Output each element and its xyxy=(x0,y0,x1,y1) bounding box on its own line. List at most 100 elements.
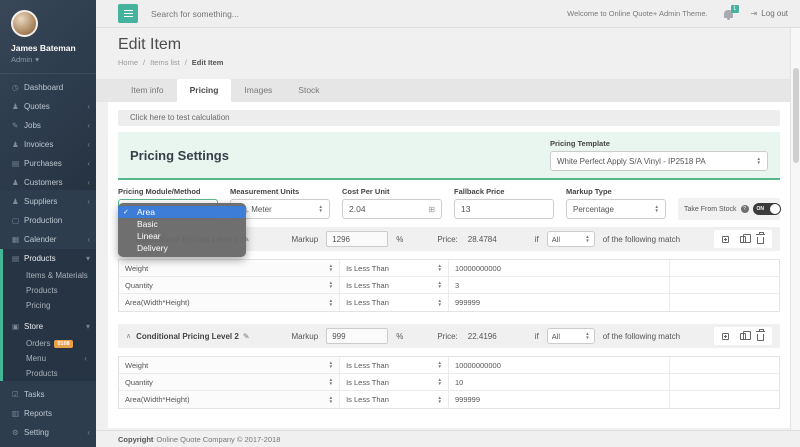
condition-value-input[interactable] xyxy=(454,298,664,307)
sidebar-item-reports[interactable]: ▥ Reports xyxy=(0,404,96,423)
dropdown-option-basic[interactable]: Basic xyxy=(118,218,246,230)
condition-field-value: Area(Width*Height) xyxy=(125,298,190,307)
sidebar-item-label: Purchases xyxy=(24,159,62,168)
if-label: if xyxy=(534,234,539,244)
dropdown-option-linear[interactable]: Linear xyxy=(118,230,246,242)
select-arrows-icon xyxy=(438,281,442,289)
cost-label: Cost Per Unit xyxy=(342,187,390,196)
duplicate-level-icon[interactable] xyxy=(740,233,751,243)
sidebar-subitem-menu[interactable]: Menu ‹ xyxy=(3,351,96,366)
menu-toggle-button[interactable] xyxy=(118,4,138,23)
sidebar-item-jobs[interactable]: ✎ Jobs ‹ xyxy=(0,116,96,135)
collapse-icon[interactable]: ∧ xyxy=(126,333,132,340)
tab-item-info[interactable]: Item info xyxy=(131,85,164,95)
tab-images[interactable]: Images xyxy=(244,85,273,95)
condition-empty-cell xyxy=(670,260,779,276)
pen-icon: ✎ xyxy=(12,121,19,130)
condition-operator-select[interactable]: Is Less Than xyxy=(340,294,449,311)
tab-pricing[interactable]: Pricing xyxy=(176,79,232,102)
dropdown-option-area[interactable]: ✓ Area xyxy=(118,206,246,218)
search-input[interactable] xyxy=(151,8,568,19)
edit-icon[interactable]: ✎ xyxy=(242,234,250,244)
sidebar-active-group: ▤ Products ▾ Items & Materials Products … xyxy=(0,249,96,381)
condition-value-input[interactable] xyxy=(454,263,664,273)
condition-operator-select[interactable]: Is Less Than xyxy=(340,357,449,373)
markup-type-select[interactable]: Percentage xyxy=(566,199,666,219)
units-value: Sq. Meter xyxy=(237,204,272,214)
condition-field-select[interactable]: Area(Width*Height) xyxy=(119,391,341,408)
avatar[interactable] xyxy=(11,10,38,37)
match-mode-select[interactable]: All xyxy=(546,231,595,247)
sidebar-item-tasks[interactable]: ☑ Tasks xyxy=(0,385,96,404)
condition-value-input[interactable] xyxy=(454,360,664,370)
sidebar-item-quotes[interactable]: ♟ Quotes ‹ xyxy=(0,97,96,116)
sidebar-subitem-orders[interactable]: Orders 0108 xyxy=(3,336,96,351)
pricing-template-select[interactable]: White Perfect Apply S/A Vinyl - IP2518 P… xyxy=(550,151,768,171)
sidebar-item-products[interactable]: ▤ Products ▾ xyxy=(3,249,96,268)
sidebar-subitem-pricing[interactable]: Pricing xyxy=(3,298,96,313)
tab-stock[interactable]: Stock xyxy=(298,85,320,95)
markup-input[interactable] xyxy=(326,231,389,247)
breadcrumb-items-list[interactable]: Items list xyxy=(150,58,180,67)
sidebar-item-calender[interactable]: ▦ Calender ‹ xyxy=(0,230,96,249)
condition-operator-select[interactable]: Is Less Than xyxy=(340,391,449,408)
calculator-icon: ⊞ xyxy=(428,204,435,214)
sidebar: James Bateman Admin ▾ ◷ Dashboard ♟ Quot… xyxy=(0,0,96,447)
gear-icon: ⚙ xyxy=(12,428,19,437)
logout-button[interactable]: ⇥ Log out xyxy=(751,9,788,18)
sidebar-item-dashboard[interactable]: ◷ Dashboard xyxy=(0,78,96,97)
condition-field-select[interactable]: Quantity xyxy=(119,374,341,390)
condition-value-cell xyxy=(449,294,671,311)
copyright-text: Online Quote Company © 2017-2018 xyxy=(156,434,281,444)
sidebar-item-production[interactable]: ▢ Production xyxy=(0,211,96,230)
sidebar-item-suppliers[interactable]: ♟ Suppliers ‹ xyxy=(0,192,96,211)
bell-icon xyxy=(723,9,733,20)
condition-field-select[interactable]: Area(Width*Height) xyxy=(119,294,341,311)
cost-input[interactable] xyxy=(349,204,429,214)
dropdown-option-delivery[interactable]: Delivery xyxy=(118,242,246,254)
sidebar-item-store[interactable]: ▣ Store ▾ xyxy=(3,317,96,336)
breadcrumb-home[interactable]: Home xyxy=(118,58,139,67)
notifications-button[interactable]: 1 xyxy=(723,4,739,20)
markup-type-label: Markup Type xyxy=(566,187,612,196)
match-mode-value: All xyxy=(551,331,561,341)
fallback-price-input[interactable] xyxy=(461,204,547,214)
sidebar-subitem-store-products[interactable]: Products xyxy=(3,366,96,381)
sidebar-subitem-products[interactable]: Products xyxy=(3,283,96,298)
edit-icon[interactable]: ✎ xyxy=(242,331,250,341)
user-role-menu[interactable]: Admin ▾ xyxy=(11,55,96,64)
scrollbar-thumb[interactable] xyxy=(793,68,799,163)
condition-operator-value: Is Less Than xyxy=(346,395,389,404)
match-mode-select[interactable]: All xyxy=(546,328,595,344)
condition-operator-select[interactable]: Is Less Than xyxy=(340,374,449,390)
select-arrows-icon xyxy=(329,396,333,404)
add-condition-icon[interactable] xyxy=(722,332,729,340)
sidebar-item-setting[interactable]: ⚙ Setting ‹ xyxy=(0,423,96,442)
chevron-icon: ‹ xyxy=(87,235,90,244)
markup-label: Markup xyxy=(291,234,319,244)
condition-operator-select[interactable]: Is Less Than xyxy=(340,277,449,293)
delete-level-icon[interactable] xyxy=(756,329,765,341)
sidebar-subitem-items-materials[interactable]: Items & Materials xyxy=(3,268,96,283)
delete-level-icon[interactable] xyxy=(756,232,765,244)
condition-field-select[interactable]: Quantity xyxy=(119,277,341,293)
units-select[interactable]: Sq. Meter xyxy=(230,199,330,219)
conditional-level-2-rows: Weight Is Less Than Quantity Is Less Tha… xyxy=(118,356,780,409)
condition-value-input[interactable] xyxy=(454,377,664,387)
add-condition-icon[interactable] xyxy=(722,235,729,243)
sidebar-item-purchases[interactable]: ▤ Purchases ‹ xyxy=(0,154,96,173)
select-arrows-icon xyxy=(757,157,761,165)
take-from-stock-toggle[interactable]: ON xyxy=(752,203,781,215)
topbar: Welcome to Online Quote+ Admin Theme. 1 … xyxy=(96,0,800,28)
condition-field-select[interactable]: Weight xyxy=(119,357,341,373)
test-calculation-bar[interactable]: Click here to test calculation xyxy=(118,110,780,126)
markup-input[interactable] xyxy=(326,328,389,344)
condition-field-select[interactable]: Weight xyxy=(119,260,341,276)
condition-value-input[interactable] xyxy=(454,280,664,290)
chevron-icon: ‹ xyxy=(84,354,87,363)
sidebar-item-customers[interactable]: ♟ Customers ‹ xyxy=(0,173,96,192)
condition-operator-select[interactable]: Is Less Than xyxy=(340,260,449,276)
sidebar-item-invoices[interactable]: ♟ Invoices ‹ xyxy=(0,135,96,154)
condition-value-input[interactable] xyxy=(454,395,664,404)
duplicate-level-icon[interactable] xyxy=(740,330,751,340)
